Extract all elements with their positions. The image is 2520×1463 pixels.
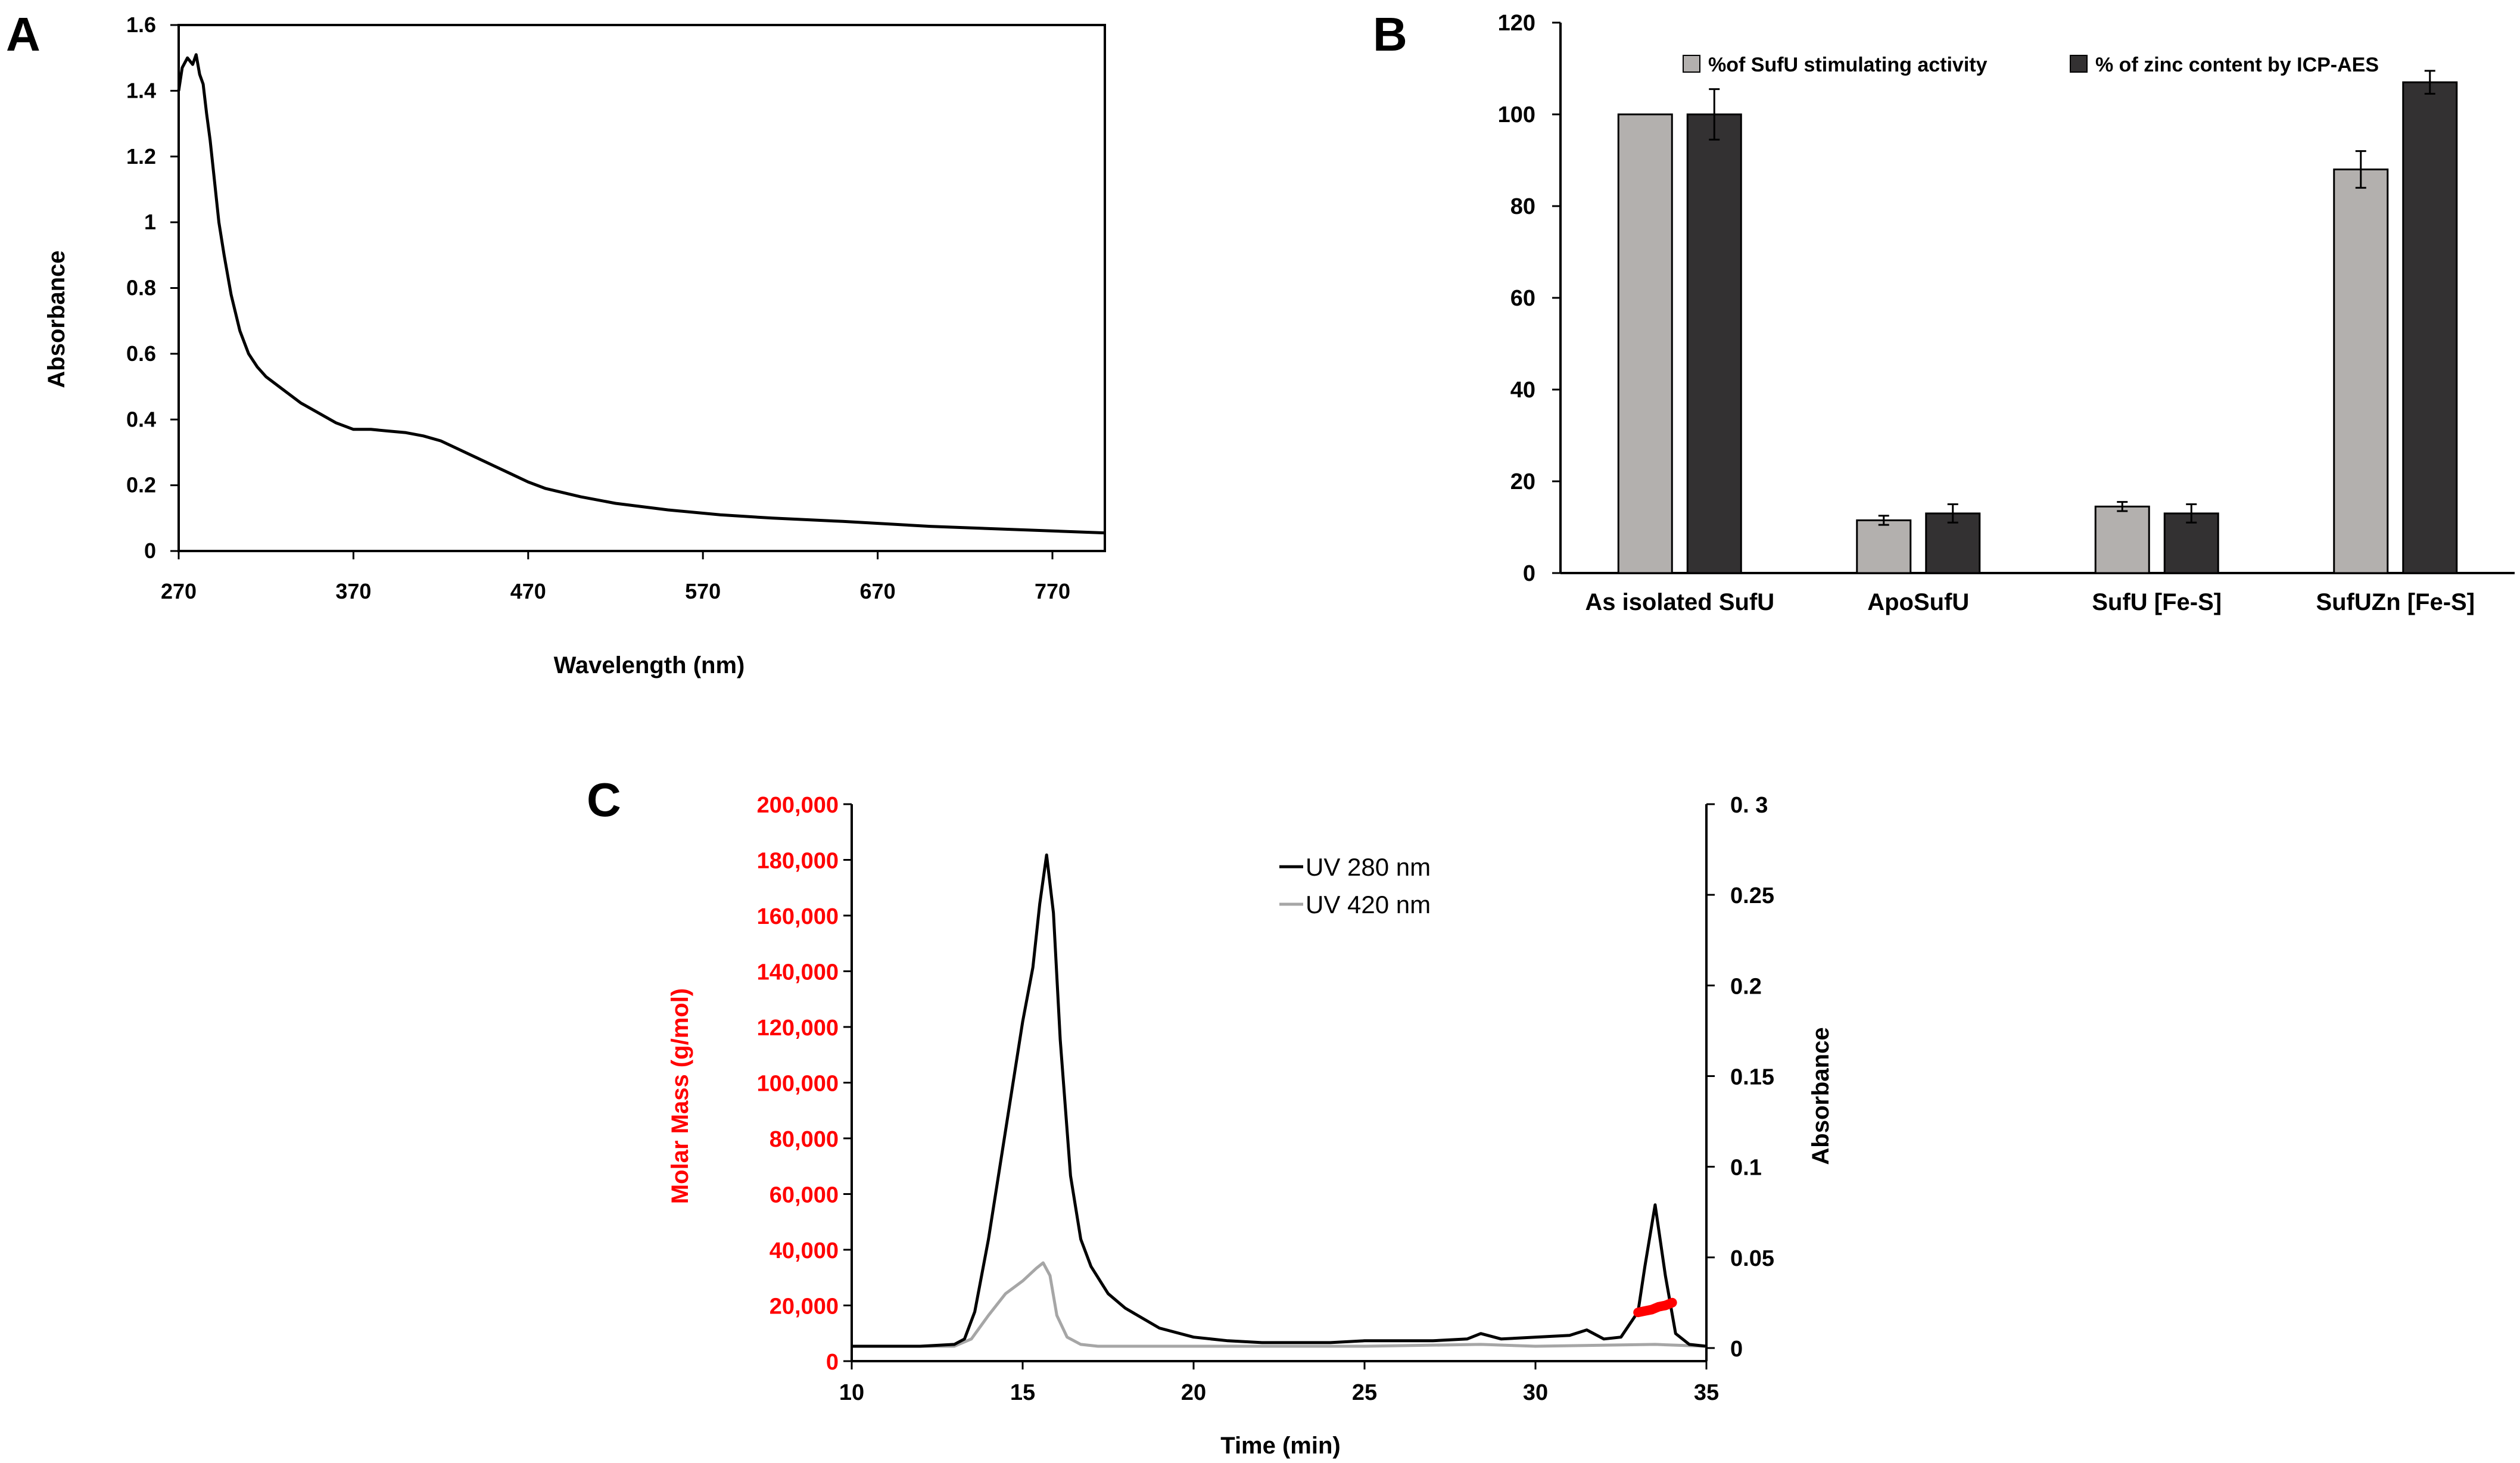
legend-label-zinc: % of zinc content by ICP-AES	[2095, 54, 2379, 76]
y-tick-label: 80,000	[770, 1127, 839, 1152]
legend-label-activity: %of SufU stimulating activity	[1708, 54, 1988, 76]
legend-swatch-activity	[1683, 55, 1700, 73]
bar-zinc	[2163, 512, 2219, 574]
y-tick-label: 200,000	[757, 793, 839, 818]
right-y-axis-title: Absorbance	[1808, 1027, 1834, 1165]
x-tick-label: 20	[1181, 1380, 1206, 1405]
x-tick-label: 15	[1010, 1380, 1035, 1405]
bar-activity	[1856, 519, 1912, 574]
y-tick-label: 40,000	[770, 1238, 839, 1263]
bar-zinc	[1686, 113, 1742, 574]
y2-tick-label: 0. 3	[1730, 793, 1768, 818]
bar-activity	[2333, 168, 2389, 574]
bar-zinc	[2402, 81, 2458, 574]
y2-tick-label: 0.1	[1730, 1156, 1762, 1181]
y2-tick-label: 0.15	[1730, 1065, 1774, 1090]
y-tick-label: 0	[144, 538, 156, 563]
y-tick-label: 20,000	[770, 1294, 839, 1319]
x-tick-label: 670	[860, 579, 896, 603]
panel-a: A 0 0.2 0.4 0.6 0.8 1 1.2 1.4 1.6 270 370 470 570 67…	[6, 8, 1106, 678]
legend: %of SufU stimulating activity % of zinc …	[1683, 54, 2379, 76]
category-label: As isolated SufU	[1585, 589, 1774, 615]
y-tick-label: 1.2	[126, 144, 156, 169]
y2-tick-label: 0	[1730, 1337, 1743, 1362]
left-y-axis-ticks: 0 20,000 40,000 60,000 80,000 100,000 120,000 1…	[757, 793, 852, 1375]
uv-280-line	[852, 853, 1707, 1348]
right-y-axis-ticks: 0 0.05 0.1 0.15 0.2 0.25 0. 3	[1706, 793, 1774, 1362]
legend-label-uv280: UV 280 nm	[1306, 853, 1431, 881]
panel-label: B	[1373, 8, 1407, 61]
x-axis-title: Wavelength (nm)	[554, 652, 745, 678]
absorbance-spectrum-line	[177, 53, 1105, 535]
bar-activity	[2094, 505, 2150, 574]
legend-swatch-zinc	[2070, 55, 2088, 73]
y-tick-label: 100,000	[757, 1072, 839, 1097]
y-tick-label: 40	[1510, 378, 1535, 403]
y-tick-label: 20	[1510, 469, 1535, 494]
y-tick-label: 1.4	[126, 78, 156, 102]
panel-b: B 0 20 40 60 80 100 120 As isolated SufU ApoSuf…	[1373, 8, 2515, 615]
x-tick-label: 770	[1035, 579, 1070, 603]
y-tick-label: 60,000	[770, 1183, 839, 1208]
category-label: SufU [Fe-S]	[2092, 589, 2222, 615]
left-y-axis-title: Molar Mass (g/mol)	[667, 988, 693, 1204]
x-tick-label: 370	[335, 579, 371, 603]
y-tick-label: 0	[1523, 561, 1535, 586]
y-tick-label: 1	[144, 210, 156, 234]
category-label: SufUZn [Fe-S]	[2316, 589, 2475, 615]
x-tick-label: 10	[839, 1380, 864, 1405]
x-tick-label: 30	[1523, 1380, 1548, 1405]
panel-label: A	[6, 8, 41, 61]
y-axis-ticks: 0 0.2 0.4 0.6 0.8 1 1.2 1.4 1.6	[126, 13, 179, 563]
bars	[1617, 70, 2458, 574]
y-tick-label: 180,000	[757, 849, 839, 874]
legend: UV 280 nm UV 420 nm	[1279, 853, 1431, 919]
plot-frame	[177, 24, 1106, 552]
y2-tick-label: 0.05	[1730, 1246, 1774, 1271]
molar-mass-line	[1633, 1297, 1677, 1318]
legend-label-uv420: UV 420 nm	[1306, 891, 1431, 919]
x-tick-label: 570	[685, 579, 721, 603]
y-tick-label: 60	[1510, 286, 1535, 311]
y2-tick-label: 0.2	[1730, 974, 1762, 999]
x-tick-label: 270	[161, 579, 197, 603]
y-tick-label: 0.2	[126, 473, 156, 497]
y-tick-label: 0.8	[126, 276, 156, 300]
y-tick-label: 0.6	[126, 341, 156, 366]
category-labels: As isolated SufU ApoSufU SufU [Fe-S] SufUZn…	[1585, 589, 2475, 615]
y-tick-label: 120,000	[757, 1016, 839, 1041]
uv-420-line	[852, 1261, 1707, 1348]
y-tick-label: 140,000	[757, 960, 839, 985]
y2-tick-label: 0.25	[1730, 883, 1774, 908]
panel-c: C 0 20,000 40,000 60,000 80,000 100,000 120,00…	[587, 773, 1834, 1459]
panel-label: C	[587, 773, 621, 826]
y-tick-label: 1.6	[126, 13, 156, 37]
y-axis-ticks: 0 20 40 60 80 100 120	[1498, 11, 1560, 586]
y-tick-label: 100	[1498, 102, 1535, 127]
x-tick-label: 470	[510, 579, 546, 603]
x-axis-title: Time (min)	[1220, 1433, 1341, 1459]
y-tick-label: 80	[1510, 194, 1535, 219]
category-label: ApoSufU	[1867, 589, 1969, 615]
y-tick-label: 0.4	[126, 407, 156, 431]
x-tick-label: 25	[1352, 1380, 1377, 1405]
y-tick-label: 120	[1498, 11, 1535, 36]
bar-activity	[1617, 113, 1673, 574]
x-tick-label: 35	[1694, 1380, 1719, 1405]
x-axis-ticks: 10 15 20 25 30 35	[839, 1361, 1719, 1405]
y-tick-label: 160,000	[757, 904, 839, 929]
x-axis-ticks: 270 370 470 570 670 770	[161, 551, 1070, 603]
y-axis-title: Absorbance	[43, 250, 70, 388]
y-tick-label: 0	[826, 1350, 839, 1375]
